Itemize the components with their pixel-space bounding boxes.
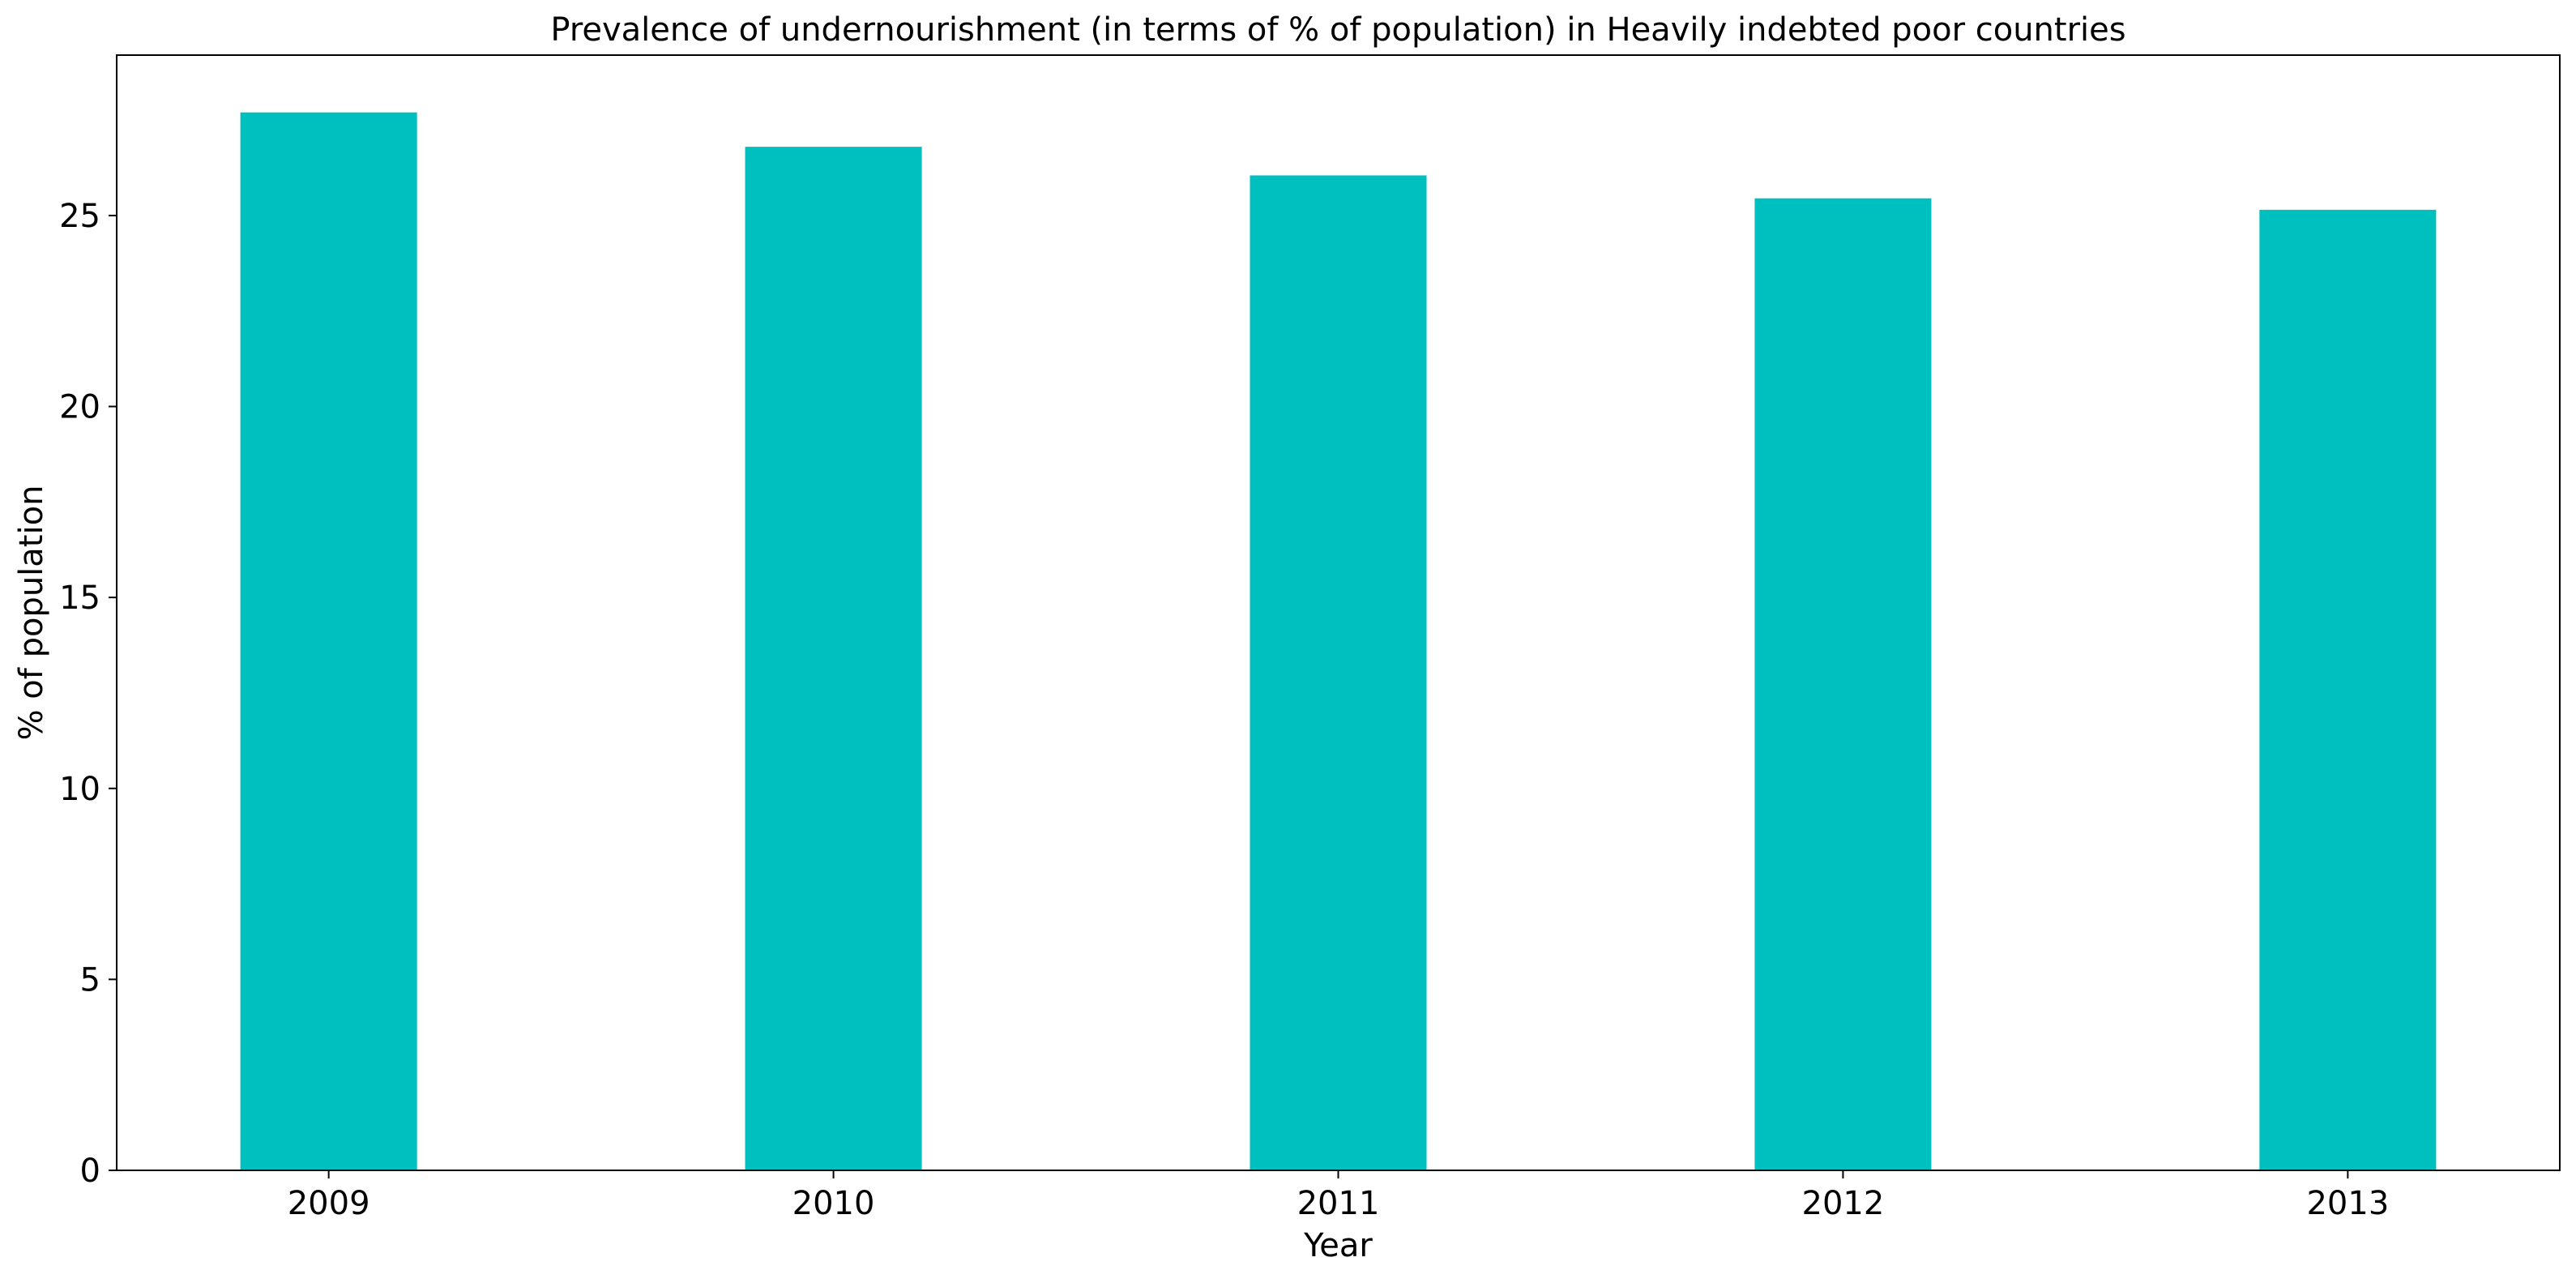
y-tick-label: 15 [59, 579, 100, 617]
x-tick-label: 2010 [792, 1185, 875, 1222]
y-axis-label: % of population [13, 485, 50, 741]
ticks-layer: 0 5 10 15 20 25 2009 2010 2011 2012 2013 [59, 198, 2389, 1222]
y-tick-label: 5 [80, 961, 100, 999]
bars-layer [240, 112, 2437, 1171]
x-tick-label: 2011 [1297, 1185, 1380, 1222]
y-tick-label: 20 [59, 389, 100, 426]
y-tick-label: 25 [59, 198, 100, 235]
chart-title: Prevalence of undernourishment (in terms… [550, 11, 2125, 49]
bar-2013 [2259, 209, 2437, 1170]
x-axis-label: Year [1303, 1227, 1373, 1264]
y-tick-label: 10 [59, 771, 100, 808]
bar-2012 [1754, 198, 1932, 1171]
x-tick-label: 2013 [2306, 1185, 2389, 1222]
bar-2010 [745, 147, 922, 1170]
bar-2011 [1250, 175, 1427, 1170]
x-tick-label: 2012 [1802, 1185, 1885, 1222]
y-tick-label: 0 [80, 1153, 100, 1190]
bar-2009 [240, 112, 417, 1170]
x-tick-label: 2009 [288, 1185, 370, 1222]
